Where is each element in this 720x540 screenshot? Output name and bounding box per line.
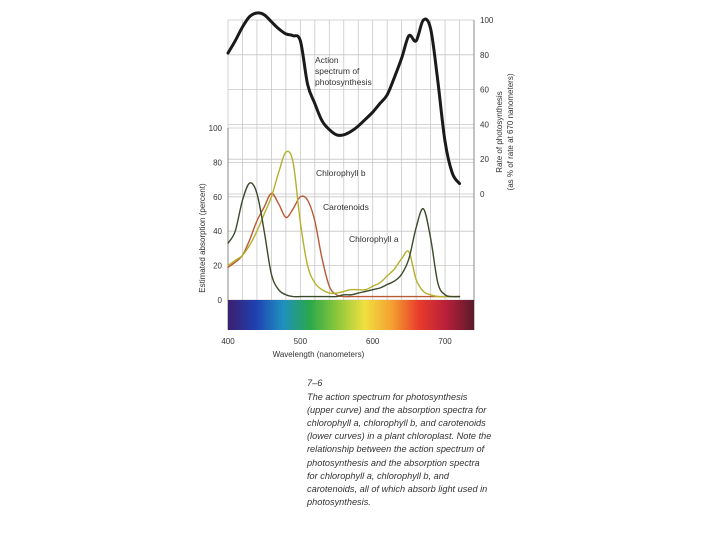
left-tick-label-100: 100 — [209, 124, 223, 133]
caption-line: chlorophyll a, chlorophyll b, and carote… — [307, 418, 486, 429]
left-y-axis-label: Estimated absorption (percent) — [198, 183, 207, 293]
action-annotation-line-2: spectrum of — [315, 66, 360, 76]
caption-line: photosynthesis. — [307, 496, 371, 507]
right-axis-ticks: 0 20 40 60 80 100 — [480, 16, 494, 199]
x-tick-label-500: 500 — [294, 337, 308, 346]
series-line-chlorophyll-b — [227, 150, 461, 298]
series-line-action-spectrum-of-photosynthesis — [226, 11, 461, 186]
series-layer — [226, 11, 461, 298]
caption-line: (upper curve) and the absorption spectra… — [307, 405, 487, 416]
caption-line: for chlorophyll a, chlorophyll b, and — [307, 470, 449, 481]
visible-light-spectrum-bar — [228, 300, 474, 330]
x-tick-label-700: 700 — [438, 337, 452, 346]
x-axis-ticks: 400 500 600 700 — [221, 337, 452, 346]
right-y-axis-label: Rate of photosynthesis — [495, 91, 504, 172]
left-tick-label-60: 60 — [213, 193, 222, 202]
left-tick-label-80: 80 — [213, 158, 222, 167]
caption-line: The action spectrum for photosynthesis — [307, 392, 468, 403]
left-tick-label-0: 0 — [218, 296, 223, 305]
figure-caption: 7–6 The action spectrum for photosynthes… — [307, 377, 527, 509]
caption-line: carotenoids, all of which absorb light u… — [307, 483, 488, 494]
carotenoids-annotation: Carotenoids — [323, 202, 369, 212]
x-tick-label-600: 600 — [366, 337, 380, 346]
right-y-axis-sublabel: (as % of rate at 670 nanometers) — [506, 73, 515, 190]
caption-line: photosynthesis and the absorption spectr… — [307, 457, 480, 468]
right-tick-label-80: 80 — [480, 51, 489, 60]
series-line-carotenoids — [227, 192, 461, 298]
right-tick-label-40: 40 — [480, 120, 489, 129]
x-tick-label-400: 400 — [221, 337, 235, 346]
right-tick-label-60: 60 — [480, 86, 489, 95]
caption-line: (lower curves) in a plant chloroplast. N… — [307, 431, 492, 442]
chlorophyll-b-annotation: Chlorophyll b — [316, 168, 366, 178]
action-spectrum-annotation: Action spectrum of photosynthesis — [315, 55, 372, 87]
caption-line: relationship between the action spectrum… — [307, 444, 485, 455]
right-tick-label-20: 20 — [480, 155, 489, 164]
action-annotation-line-3: photosynthesis — [315, 77, 372, 87]
figure-number: 7–6 — [307, 378, 323, 388]
series-line-chlorophyll-a — [227, 182, 461, 298]
right-tick-label-100: 100 — [480, 16, 494, 25]
x-axis-label: Wavelength (nanometers) — [273, 350, 365, 359]
left-tick-label-20: 20 — [213, 262, 222, 271]
right-tick-label-0: 0 — [480, 190, 485, 199]
left-tick-label-40: 40 — [213, 227, 222, 236]
left-axis-ticks: 0 20 40 60 80 100 — [209, 124, 223, 305]
chlorophyll-a-annotation: Chlorophyll a — [349, 234, 399, 244]
action-annotation-line-1: Action — [315, 55, 339, 65]
